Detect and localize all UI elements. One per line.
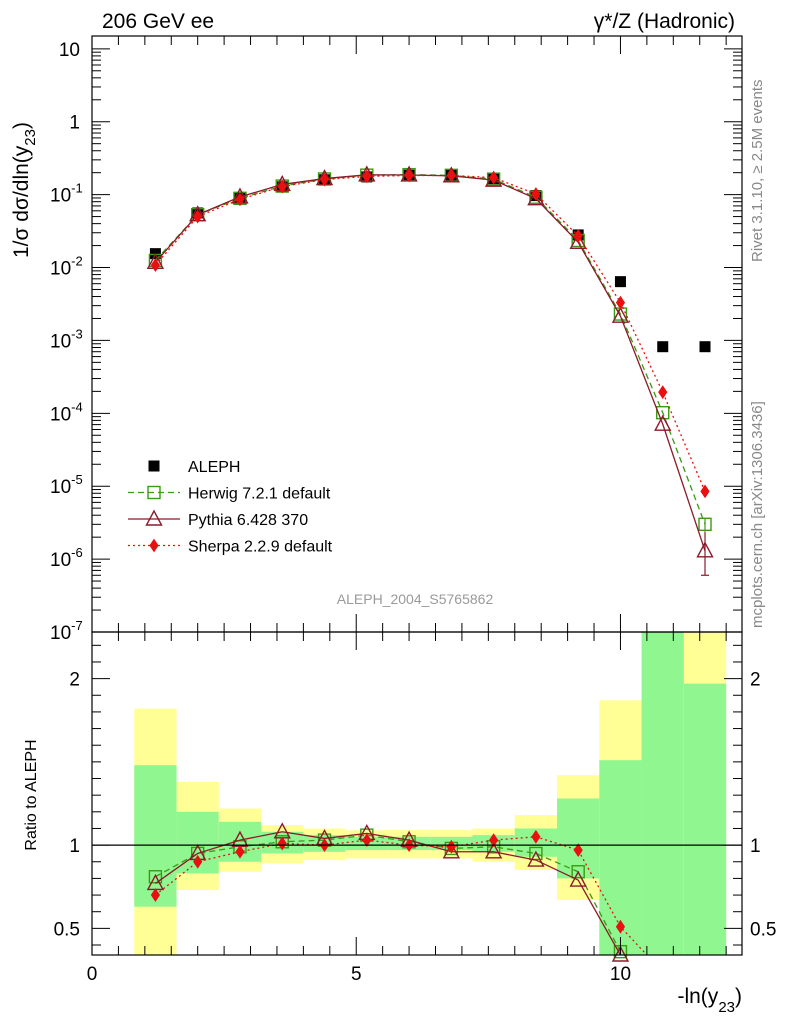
legend-label: ALEPH [188,459,240,476]
legend-label: Pythia 6.428 370 [188,512,308,529]
sherpa-ratio-point [235,844,245,859]
header-left: 206 GeV ee [102,10,214,33]
aleph-point [699,341,711,353]
legend-marker [149,538,159,553]
main-ytick-label: 1 [69,113,80,134]
sherpa-ratio-point [531,829,541,844]
band-inner-bin [134,765,177,907]
pythia-ratio-point [484,842,503,859]
sherpa-line [154,174,706,492]
sherpa-point [531,187,541,201]
sherpa-point [362,169,372,184]
herwig-point [656,405,670,420]
main-ytick-label: 10 [59,40,80,61]
ratio-ytick-label-right: 0.5 [750,919,776,940]
sherpa-point [319,172,330,187]
legend-label: Sherpa 2.2.9 default [188,539,333,556]
xtick-label: 0 [87,964,98,985]
sherpa-point [700,484,710,499]
analysis-watermark: ALEPH_2004_S5765862 [337,591,494,607]
sherpa-ratio-point [277,836,287,851]
aleph-point [614,276,626,288]
sherpa-ratio-point [489,833,499,848]
pythia-ratio-point [442,842,461,859]
sherpa-point [446,168,456,183]
sherpa-point [489,170,499,185]
sherpa-ratio-point [362,833,372,848]
pythia-point [569,232,587,249]
sherpa-point [277,179,287,194]
sherpa-ratio-point [615,919,626,934]
legend-marker [145,509,163,526]
main-ytick-label: 10-5 [50,472,83,498]
legend-marker [147,485,161,500]
ratio-ytick-label-right: 1 [750,836,761,857]
sherpa-point [615,295,626,310]
main-ytick-label: 10-6 [50,545,83,571]
mcplots-info: mcplots.cern.ch [arXiv:1306.3436] [749,401,766,628]
main-ylabel: 1/σ dσ/dln(y23) [10,122,39,258]
header-right: γ*/Z (Hadronic) [594,10,735,33]
pythia-ratio-point [527,850,545,867]
main-ytick-label: 10-3 [50,326,83,352]
ratio-ytick-label: 0.5 [54,919,80,940]
sherpa-ratio-point [150,888,161,902]
ratio-ytick-label: 1 [69,836,80,857]
sherpa-point [658,385,668,400]
ratio-ylabel: Ratio to ALEPH [23,739,40,850]
main-panel [146,165,714,576]
sherpa-ratio-point [573,843,583,858]
ratio-frame [91,631,743,956]
pythia-ratio-point [611,945,630,962]
aleph-point [657,341,669,353]
rivet-info: Rivet 3.1.10, ≥ 2.5M events [749,80,766,263]
legend: ALEPH Herwig 7.2.1 default Pythia 6.428 37… [128,459,333,556]
sherpa-point [193,209,203,224]
xtick-label: 10 [610,964,631,985]
main-ytick-label: 10-4 [50,399,83,425]
legend-marker [148,460,160,472]
main-ytick-label: 10-1 [50,181,83,207]
xtick-label: 5 [351,964,362,985]
sherpa-point [150,258,161,272]
sherpa-point [573,228,583,243]
pythia-ratio-line [155,831,622,955]
pythia-ratio-point [569,870,587,887]
ratio-bands [134,632,727,955]
ratio-ytick-label-right: 2 [750,670,761,691]
band-inner-bin [641,632,684,955]
main-ytick-label: 10-2 [50,254,83,280]
main-ytick-label: 10-7 [50,618,83,644]
xlabel: -ln(y23) [677,985,742,1016]
axes: 10-7 10-6 10-5 10-4 10-3 10-2 10-1 1 10 0 5 10 0.5 0.… [50,35,776,985]
sherpa-point [404,168,414,183]
legend-label: Herwig 7.2.1 default [188,486,331,503]
pythia-point [654,414,672,431]
pythia-point [611,306,630,323]
sherpa-point [235,192,245,207]
herwig-point [698,517,712,532]
herwig-ratio-point [571,865,585,879]
pythia-line [154,174,706,552]
band-inner-bin [683,683,727,955]
sherpa-ratio-point [193,854,203,869]
ratio-ytick-label: 2 [69,670,80,691]
